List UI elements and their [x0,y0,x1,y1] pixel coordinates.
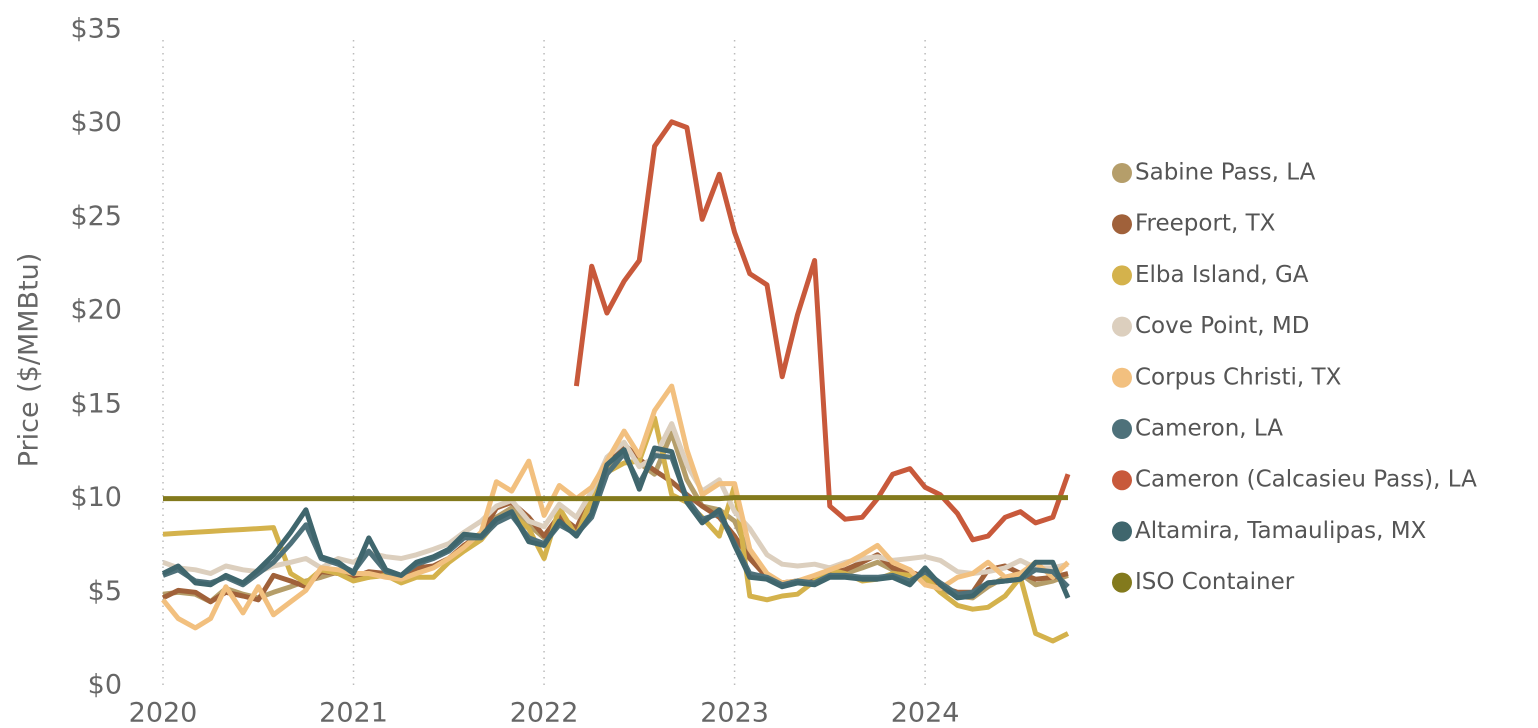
legend-marker [1112,214,1132,235]
legend-marker [1112,367,1132,388]
x-tick-label: 2020 [129,698,198,728]
legend-label: Elba Island, GA [1135,262,1309,288]
y-tick-label: $10 [70,482,122,513]
legend-label: ISO Container [1135,569,1295,595]
legend-marker [1112,419,1132,439]
y-tick-label: $0 [88,670,122,701]
x-tick-label: 2022 [510,698,579,728]
y-axis-label: Price ($/MMBtu) [14,253,45,468]
legend-marker [1112,163,1132,183]
legend-label: Altamira, Tamaulipas, MX [1135,518,1427,544]
legend-label: Corpus Christi, TX [1135,364,1342,390]
series-line [161,445,1071,601]
y-tick-label: $5 [88,576,122,607]
y-tick-label: $20 [70,295,122,326]
legend-marker [1112,265,1132,286]
legend-label: Cove Point, MD [1135,313,1310,339]
legend-marker [1112,521,1132,542]
legend-label: Cameron (Calcasieu Pass), LA [1135,467,1477,493]
legend-label: Freeport, TX [1135,211,1276,237]
legend-marker [1112,572,1132,593]
legend-marker [1112,470,1132,491]
series-line [163,495,1068,502]
legend-label: Cameron, LA [1135,416,1283,442]
x-tick-label: 2024 [891,698,960,728]
x-tick-label: 2023 [700,698,769,728]
y-tick-label: $15 [70,388,122,419]
y-tick-label: $35 [70,14,122,45]
y-tick-label: $25 [70,201,122,232]
legend-label: Sabine Pass, LA [1135,160,1316,186]
y-tick-label: $30 [70,107,122,138]
series-line [161,383,1070,631]
legend-marker [1112,316,1132,337]
x-tick-label: 2021 [319,698,388,728]
series-line [573,119,1071,543]
